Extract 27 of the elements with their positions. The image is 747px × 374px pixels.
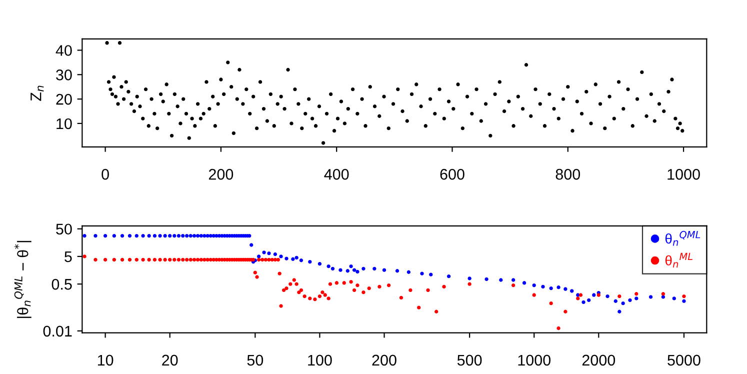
- x-tick-label: 500: [457, 354, 482, 366]
- x-tick-label: 5000: [668, 354, 700, 366]
- x-tick-label: 800: [556, 168, 580, 180]
- legend-label: θ$_{n}$$^{ML}$: [665, 252, 692, 268]
- legend-label: θ$_{n}$$^{QML}$: [665, 230, 700, 246]
- x-tick-label: 50: [247, 354, 264, 366]
- x-tick-label: 400: [324, 168, 349, 180]
- x-tick-label: 200: [208, 168, 234, 180]
- y-tick-label: 30: [56, 70, 72, 80]
- y-axis-title: |θ$_{n}$$^{QML}$ − θ$^{*}$|: [14, 240, 32, 318]
- x-tick-label: 20: [162, 354, 178, 366]
- y-tick-label: 20: [56, 94, 72, 105]
- x-tick-label: 10: [98, 354, 114, 366]
- x-tick-label: 1000: [668, 168, 700, 180]
- y-tick-label: 40: [56, 45, 72, 56]
- y-tick-label: 10: [56, 118, 72, 130]
- x-tick-label: 0: [102, 168, 109, 180]
- x-tick-label: 200: [372, 354, 396, 366]
- x-tick-label: 600: [440, 168, 464, 180]
- x-tick-label: 1000: [518, 354, 551, 366]
- y-axis-title: Z$_{n}$: [30, 86, 44, 101]
- y-tick-label: 0.01: [43, 326, 72, 337]
- x-tick-label: 100: [308, 354, 332, 366]
- y-tick-label: 50: [56, 224, 72, 235]
- y-tick-label: 0.5: [52, 278, 72, 290]
- x-tick-label: 2000: [582, 354, 616, 366]
- y-tick-label: 5: [64, 251, 72, 262]
